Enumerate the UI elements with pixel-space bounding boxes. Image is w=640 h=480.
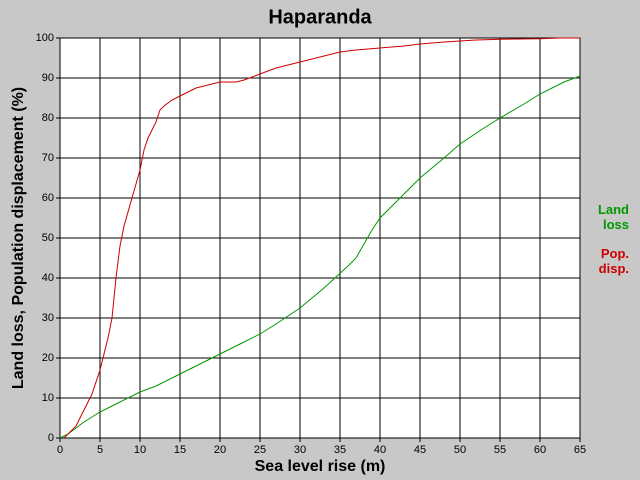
legend-entry: Land loss (597, 202, 629, 232)
chart-title: Haparanda (268, 6, 372, 28)
data-line (63, 37, 580, 439)
y-tick-label: 30 (42, 312, 54, 324)
y-tick-label: 80 (42, 112, 54, 124)
plot-border (59, 37, 581, 439)
y-tick-label: 70 (42, 152, 54, 164)
x-tick-label: 55 (494, 444, 506, 456)
x-tick-label: 5 (97, 444, 103, 456)
x-tick-label: 60 (534, 444, 546, 456)
x-tick-label: 45 (414, 444, 426, 456)
x-tick-label: 15 (174, 444, 186, 456)
legend-entry: Pop. disp. (598, 246, 629, 276)
x-tick-label: 65 (574, 444, 586, 456)
y-tick-label: 10 (42, 392, 54, 404)
y-tick-label: 20 (42, 352, 54, 364)
x-tick-label: 20 (214, 444, 226, 456)
y-tick-label: 100 (36, 32, 54, 44)
y-tick-label: 40 (42, 272, 54, 284)
x-tick-label: 30 (294, 444, 306, 456)
x-tick-label: 0 (57, 444, 63, 456)
y-tick-label: 50 (42, 232, 54, 244)
y-tick-label: 0 (48, 432, 54, 444)
y-tick-label: 60 (42, 192, 54, 204)
x-tick-label: 10 (134, 444, 146, 456)
y-tick-label: 90 (42, 72, 54, 84)
data-line (59, 75, 581, 439)
x-axis-label: Sea level rise (m) (255, 458, 386, 475)
x-tick-label: 25 (254, 444, 266, 456)
x-tick-label: 40 (374, 444, 386, 456)
x-tick-label: 35 (334, 444, 346, 456)
y-axis-label: Land loss, Population displacement (%) (10, 87, 27, 389)
x-tick-label: 50 (454, 444, 466, 456)
